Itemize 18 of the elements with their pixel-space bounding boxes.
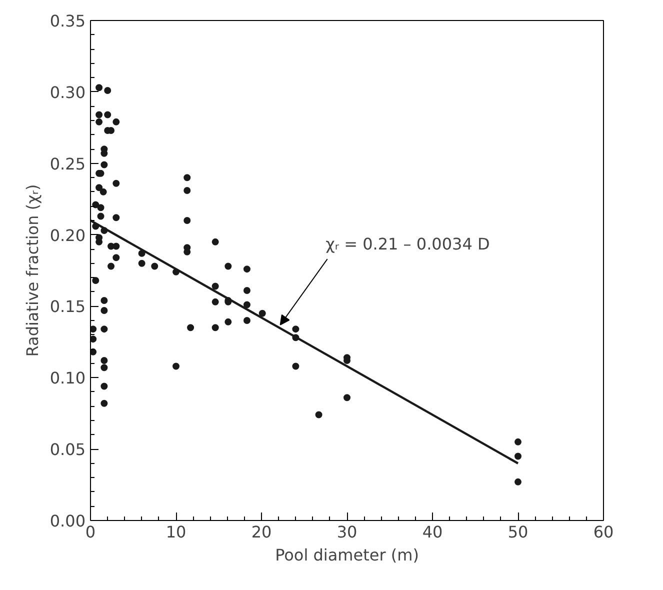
x-tick-label: 30 xyxy=(336,522,358,542)
y-tick-label: 0.30 xyxy=(50,82,86,102)
y-tick-label: 0.05 xyxy=(50,440,86,460)
x-tick-label: 60 xyxy=(593,522,614,542)
y-axis-title: Radiative fraction (χᵣ) xyxy=(22,184,42,357)
y-tick-label: 0.20 xyxy=(50,226,86,245)
y-tick-label: 0.25 xyxy=(50,154,86,174)
x-axis-title: Pool diameter (m) xyxy=(275,546,419,564)
y-tick-label: 0.10 xyxy=(50,368,86,388)
y-tick-label: 0.15 xyxy=(50,297,86,316)
x-tick-label: 0 xyxy=(85,522,96,542)
x-tick-label: 50 xyxy=(508,522,528,542)
x-tick-label: 20 xyxy=(251,522,272,542)
annotation: χᵣ = 0.21 – 0.0034 D xyxy=(326,234,490,254)
y-tick-label: 0.00 xyxy=(50,512,86,530)
x-tick-label: 40 xyxy=(422,522,443,542)
y-tick-label: 0.35 xyxy=(50,12,86,30)
x-tick-label: 10 xyxy=(166,522,186,542)
